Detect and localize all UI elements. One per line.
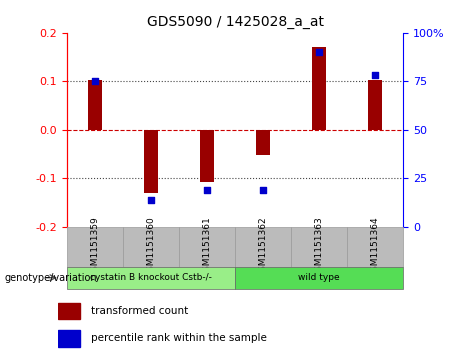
Bar [235,227,291,267]
Title: GDS5090 / 1425028_a_at: GDS5090 / 1425028_a_at [147,15,324,29]
Point [203,187,211,193]
Text: GSM1151362: GSM1151362 [259,216,268,277]
Point [315,49,323,55]
Bar [58,303,80,319]
Text: GSM1151361: GSM1151361 [202,216,212,277]
Bar [88,80,102,130]
Text: GSM1151359: GSM1151359 [90,216,100,277]
Bar [200,130,214,182]
Text: GSM1151360: GSM1151360 [147,216,155,277]
Bar [67,227,123,267]
Point [372,73,379,78]
Text: GSM1151364: GSM1151364 [371,216,380,277]
Bar [123,227,179,267]
Bar [347,227,403,267]
Bar [312,47,326,130]
Bar [291,227,347,267]
Point [260,187,267,193]
Text: cystatin B knockout Cstb-/-: cystatin B knockout Cstb-/- [90,273,212,282]
Bar [144,130,158,193]
Text: genotype/variation: genotype/variation [5,273,97,283]
Point [91,78,99,84]
Text: wild type: wild type [298,273,340,282]
Bar [235,267,403,289]
Bar [58,330,80,347]
Point [147,197,154,203]
Text: transformed count: transformed count [91,306,188,316]
Bar [67,267,235,289]
Bar [256,130,270,155]
Text: GSM1151363: GSM1151363 [315,216,324,277]
Bar [368,80,382,130]
Text: percentile rank within the sample: percentile rank within the sample [91,334,267,343]
Bar [179,227,235,267]
